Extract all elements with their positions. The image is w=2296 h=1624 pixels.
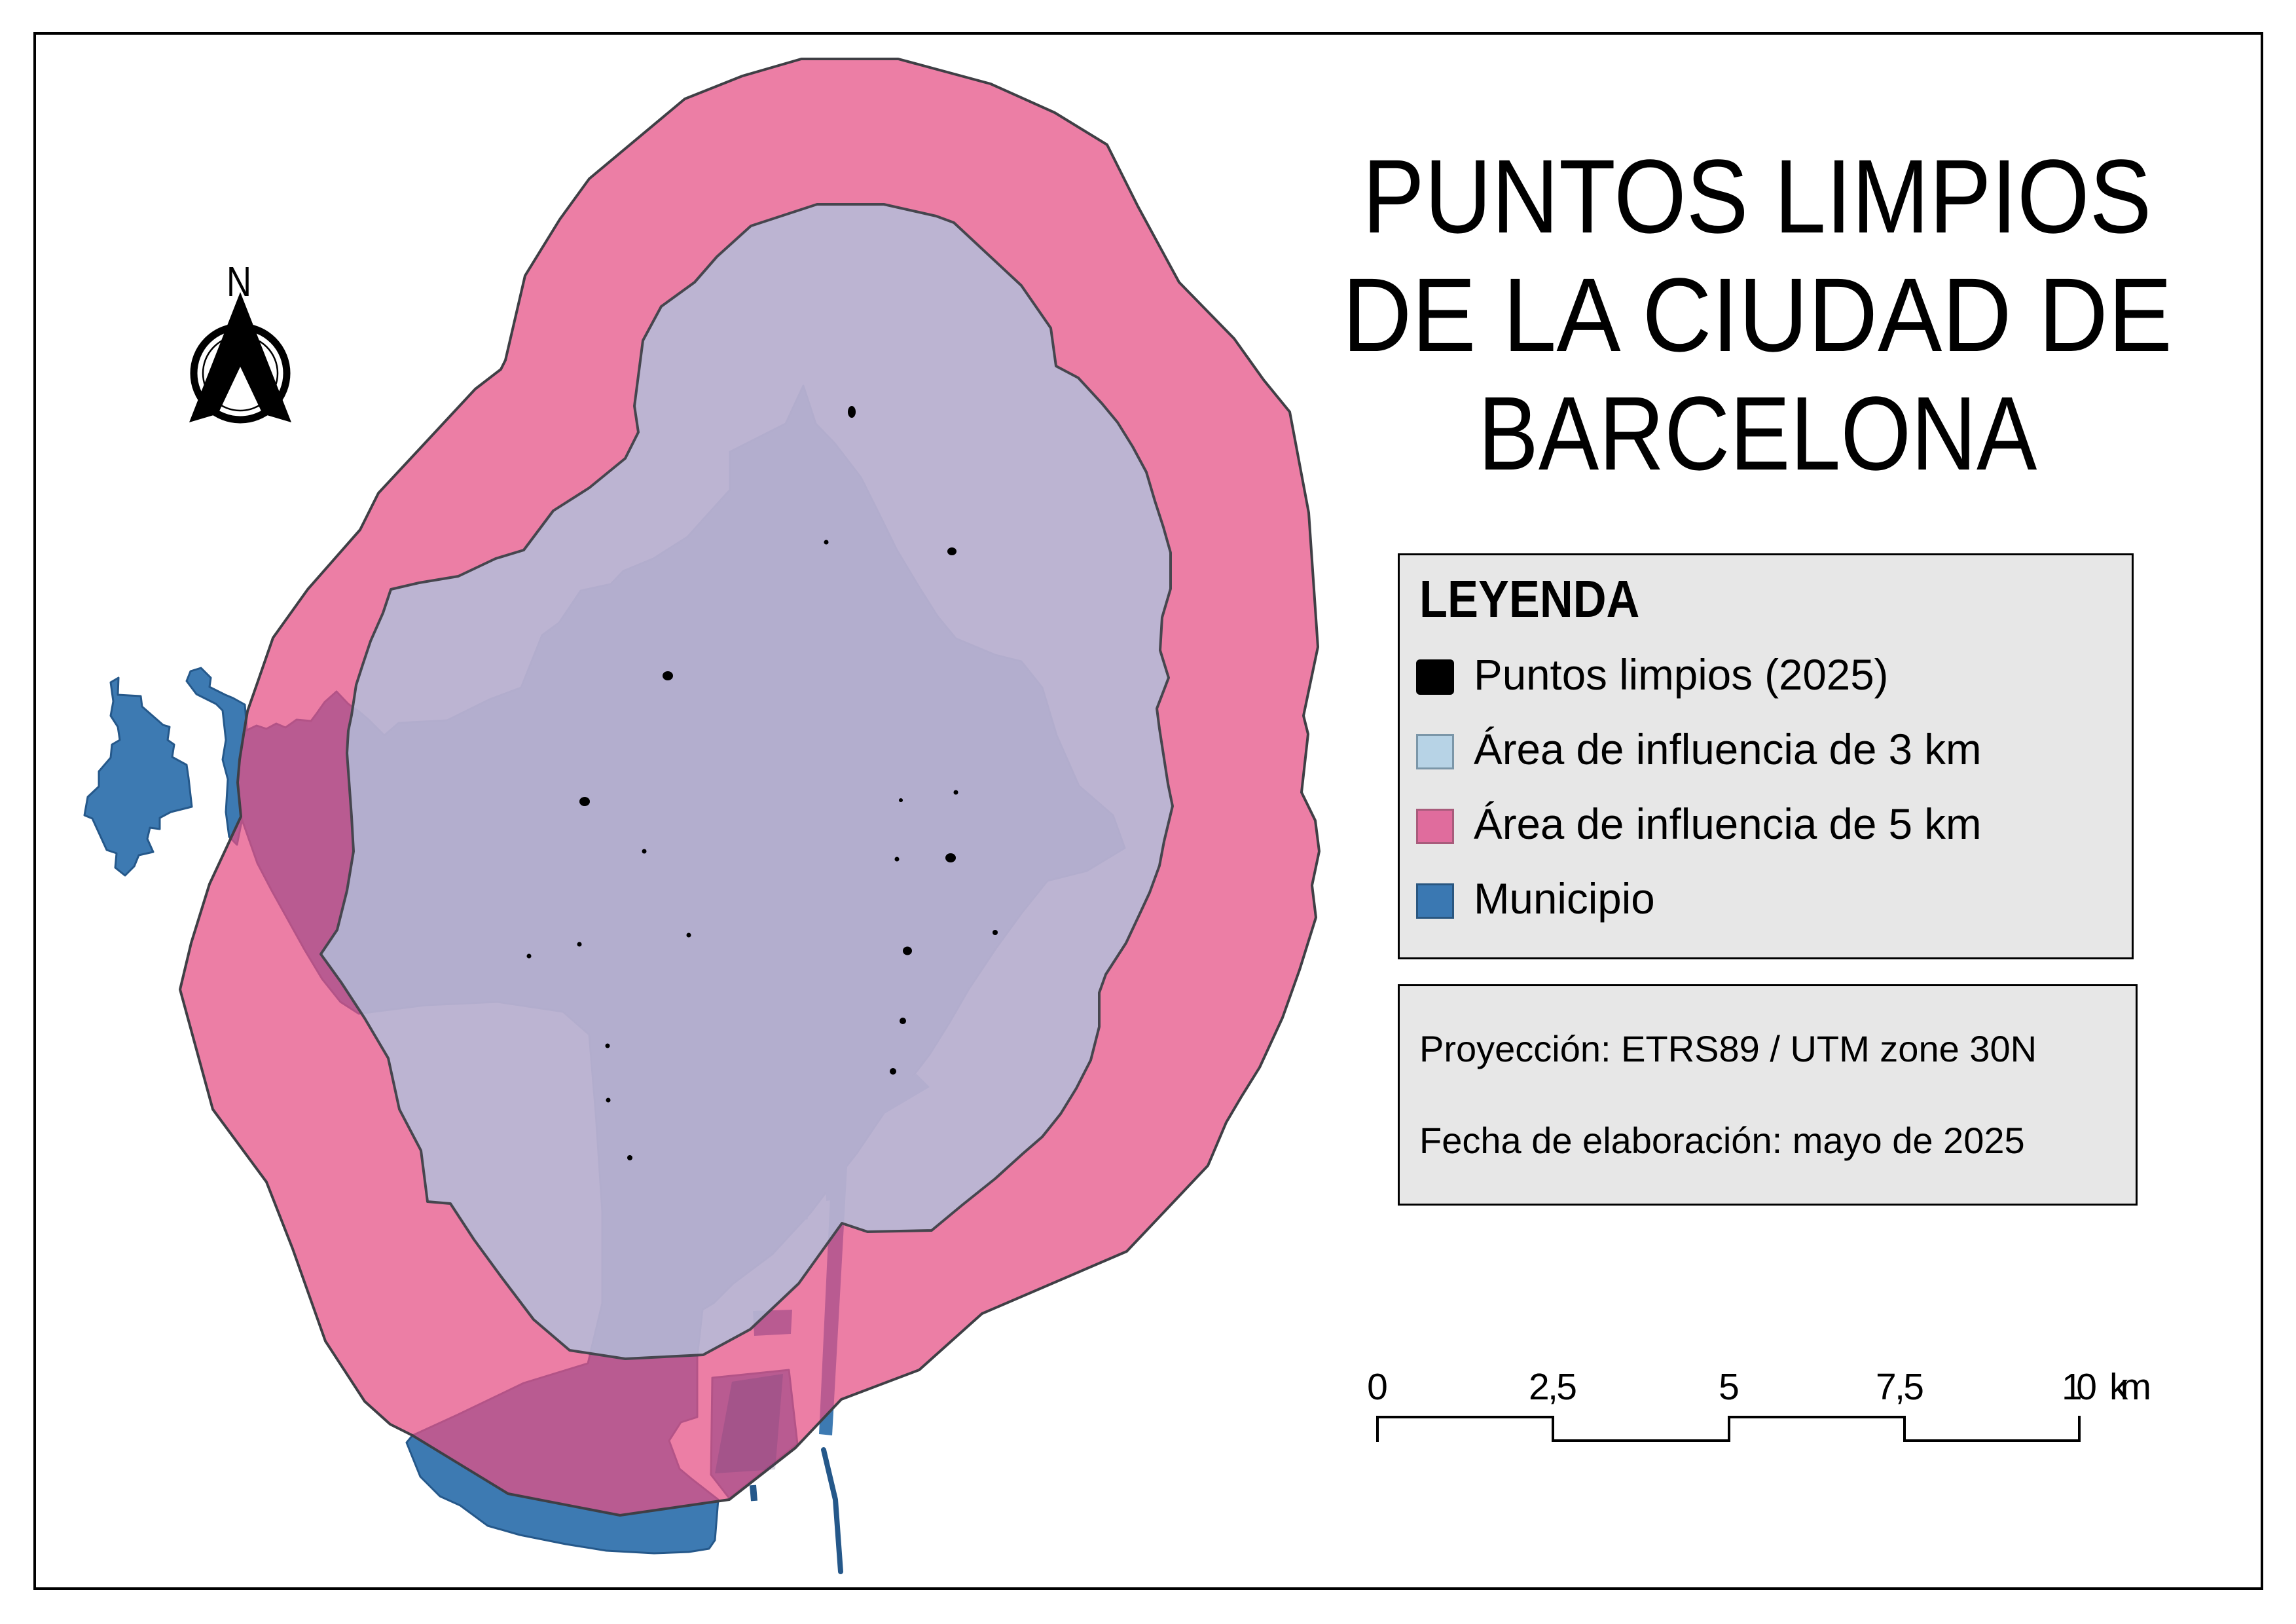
svg-text:10: 10: [2062, 1366, 2097, 1408]
svg-text:km: km: [2109, 1366, 2151, 1408]
svg-text:5: 5: [1719, 1366, 1740, 1408]
svg-text:N: N: [227, 258, 251, 305]
svg-text:7,5: 7,5: [1876, 1366, 1924, 1408]
svg-text:2,5: 2,5: [1529, 1366, 1577, 1408]
svg-text:0: 0: [1367, 1366, 1388, 1408]
